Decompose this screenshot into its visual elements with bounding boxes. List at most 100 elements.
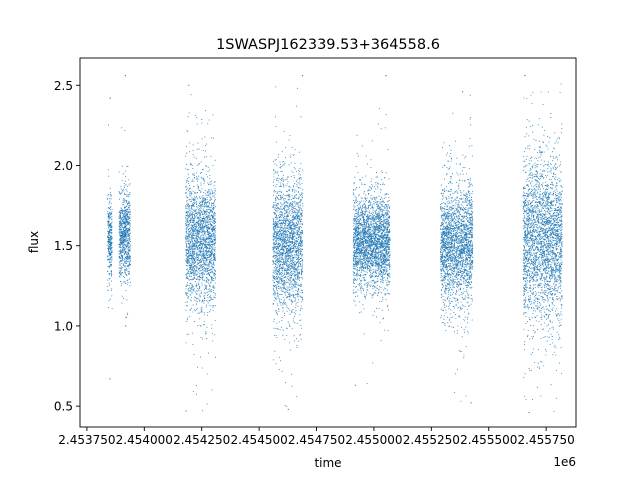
data-point <box>211 215 213 218</box>
data-point <box>199 295 201 297</box>
data-point <box>298 279 301 281</box>
data-point <box>276 210 278 213</box>
data-point <box>204 217 206 219</box>
data-point <box>212 249 214 251</box>
data-point <box>123 231 125 233</box>
data-point <box>214 247 216 249</box>
data-point <box>207 248 209 250</box>
data-point <box>295 264 297 266</box>
data-point <box>193 202 196 204</box>
data-point <box>213 213 215 215</box>
data-point <box>280 298 282 300</box>
data-point <box>281 319 283 322</box>
data-point <box>205 286 207 288</box>
data-point <box>213 202 215 204</box>
data-point <box>284 260 286 262</box>
data-point <box>125 201 127 203</box>
data-point <box>203 216 205 218</box>
data-point <box>185 258 188 260</box>
data-point <box>185 224 187 226</box>
data-point <box>203 292 205 294</box>
data-point <box>283 312 286 314</box>
data-point <box>204 239 206 241</box>
data-point <box>120 267 122 269</box>
data-point <box>300 301 303 303</box>
data-point <box>187 317 189 319</box>
data-point <box>208 202 210 205</box>
data-point <box>298 244 300 246</box>
data-point <box>126 254 128 256</box>
data-point <box>200 249 202 251</box>
data-point <box>212 298 214 300</box>
data-point <box>191 165 193 167</box>
data-point <box>123 236 125 238</box>
data-point <box>195 265 197 267</box>
data-point <box>209 217 212 219</box>
data-point <box>212 248 214 250</box>
data-point <box>206 229 208 232</box>
data-point <box>186 263 188 265</box>
data-point <box>195 269 197 271</box>
data-point <box>192 227 195 229</box>
data-point <box>275 264 277 266</box>
data-point <box>125 258 127 260</box>
data-point <box>205 203 207 205</box>
data-point <box>208 248 210 250</box>
data-point <box>289 260 291 262</box>
data-point <box>205 205 207 207</box>
data-point <box>108 211 111 213</box>
data-point <box>186 187 188 189</box>
data-point <box>119 238 121 240</box>
data-point <box>197 324 199 326</box>
data-point <box>289 205 291 207</box>
data-point <box>191 268 193 270</box>
data-point <box>294 256 296 258</box>
data-point <box>205 221 207 223</box>
data-point <box>191 263 193 265</box>
data-point <box>202 261 204 263</box>
data-point <box>111 242 113 244</box>
data-point <box>280 261 283 263</box>
data-point <box>120 273 122 275</box>
data-point <box>299 314 301 316</box>
data-point <box>292 270 294 272</box>
data-point <box>208 254 210 256</box>
data-point <box>288 273 290 275</box>
data-point <box>294 299 296 301</box>
data-point <box>109 244 111 246</box>
data-point <box>200 336 202 338</box>
data-point <box>194 197 196 199</box>
data-point <box>281 150 283 152</box>
data-point <box>278 194 280 196</box>
data-point <box>122 255 124 257</box>
data-point <box>282 269 284 272</box>
data-point <box>204 294 206 296</box>
data-point <box>120 185 122 187</box>
data-point <box>200 223 202 225</box>
data-point <box>122 260 124 262</box>
data-point <box>198 219 200 221</box>
data-point <box>203 203 206 205</box>
data-point <box>283 277 285 279</box>
data-point <box>193 213 195 215</box>
data-point <box>195 281 197 283</box>
data-point <box>188 223 190 225</box>
data-point <box>288 299 290 301</box>
data-point <box>214 225 216 227</box>
data-point <box>110 235 112 237</box>
data-point <box>192 226 194 228</box>
data-point <box>119 232 121 234</box>
data-point <box>119 262 121 264</box>
data-point <box>185 219 187 221</box>
data-point <box>127 230 129 232</box>
data-point <box>284 273 286 275</box>
data-point <box>196 231 198 233</box>
data-point <box>192 201 195 204</box>
data-point <box>120 280 122 282</box>
data-point <box>201 226 203 229</box>
data-point <box>293 222 295 224</box>
data-point <box>279 360 282 362</box>
data-point <box>297 267 299 269</box>
data-point <box>210 241 212 244</box>
data-point <box>272 235 274 237</box>
